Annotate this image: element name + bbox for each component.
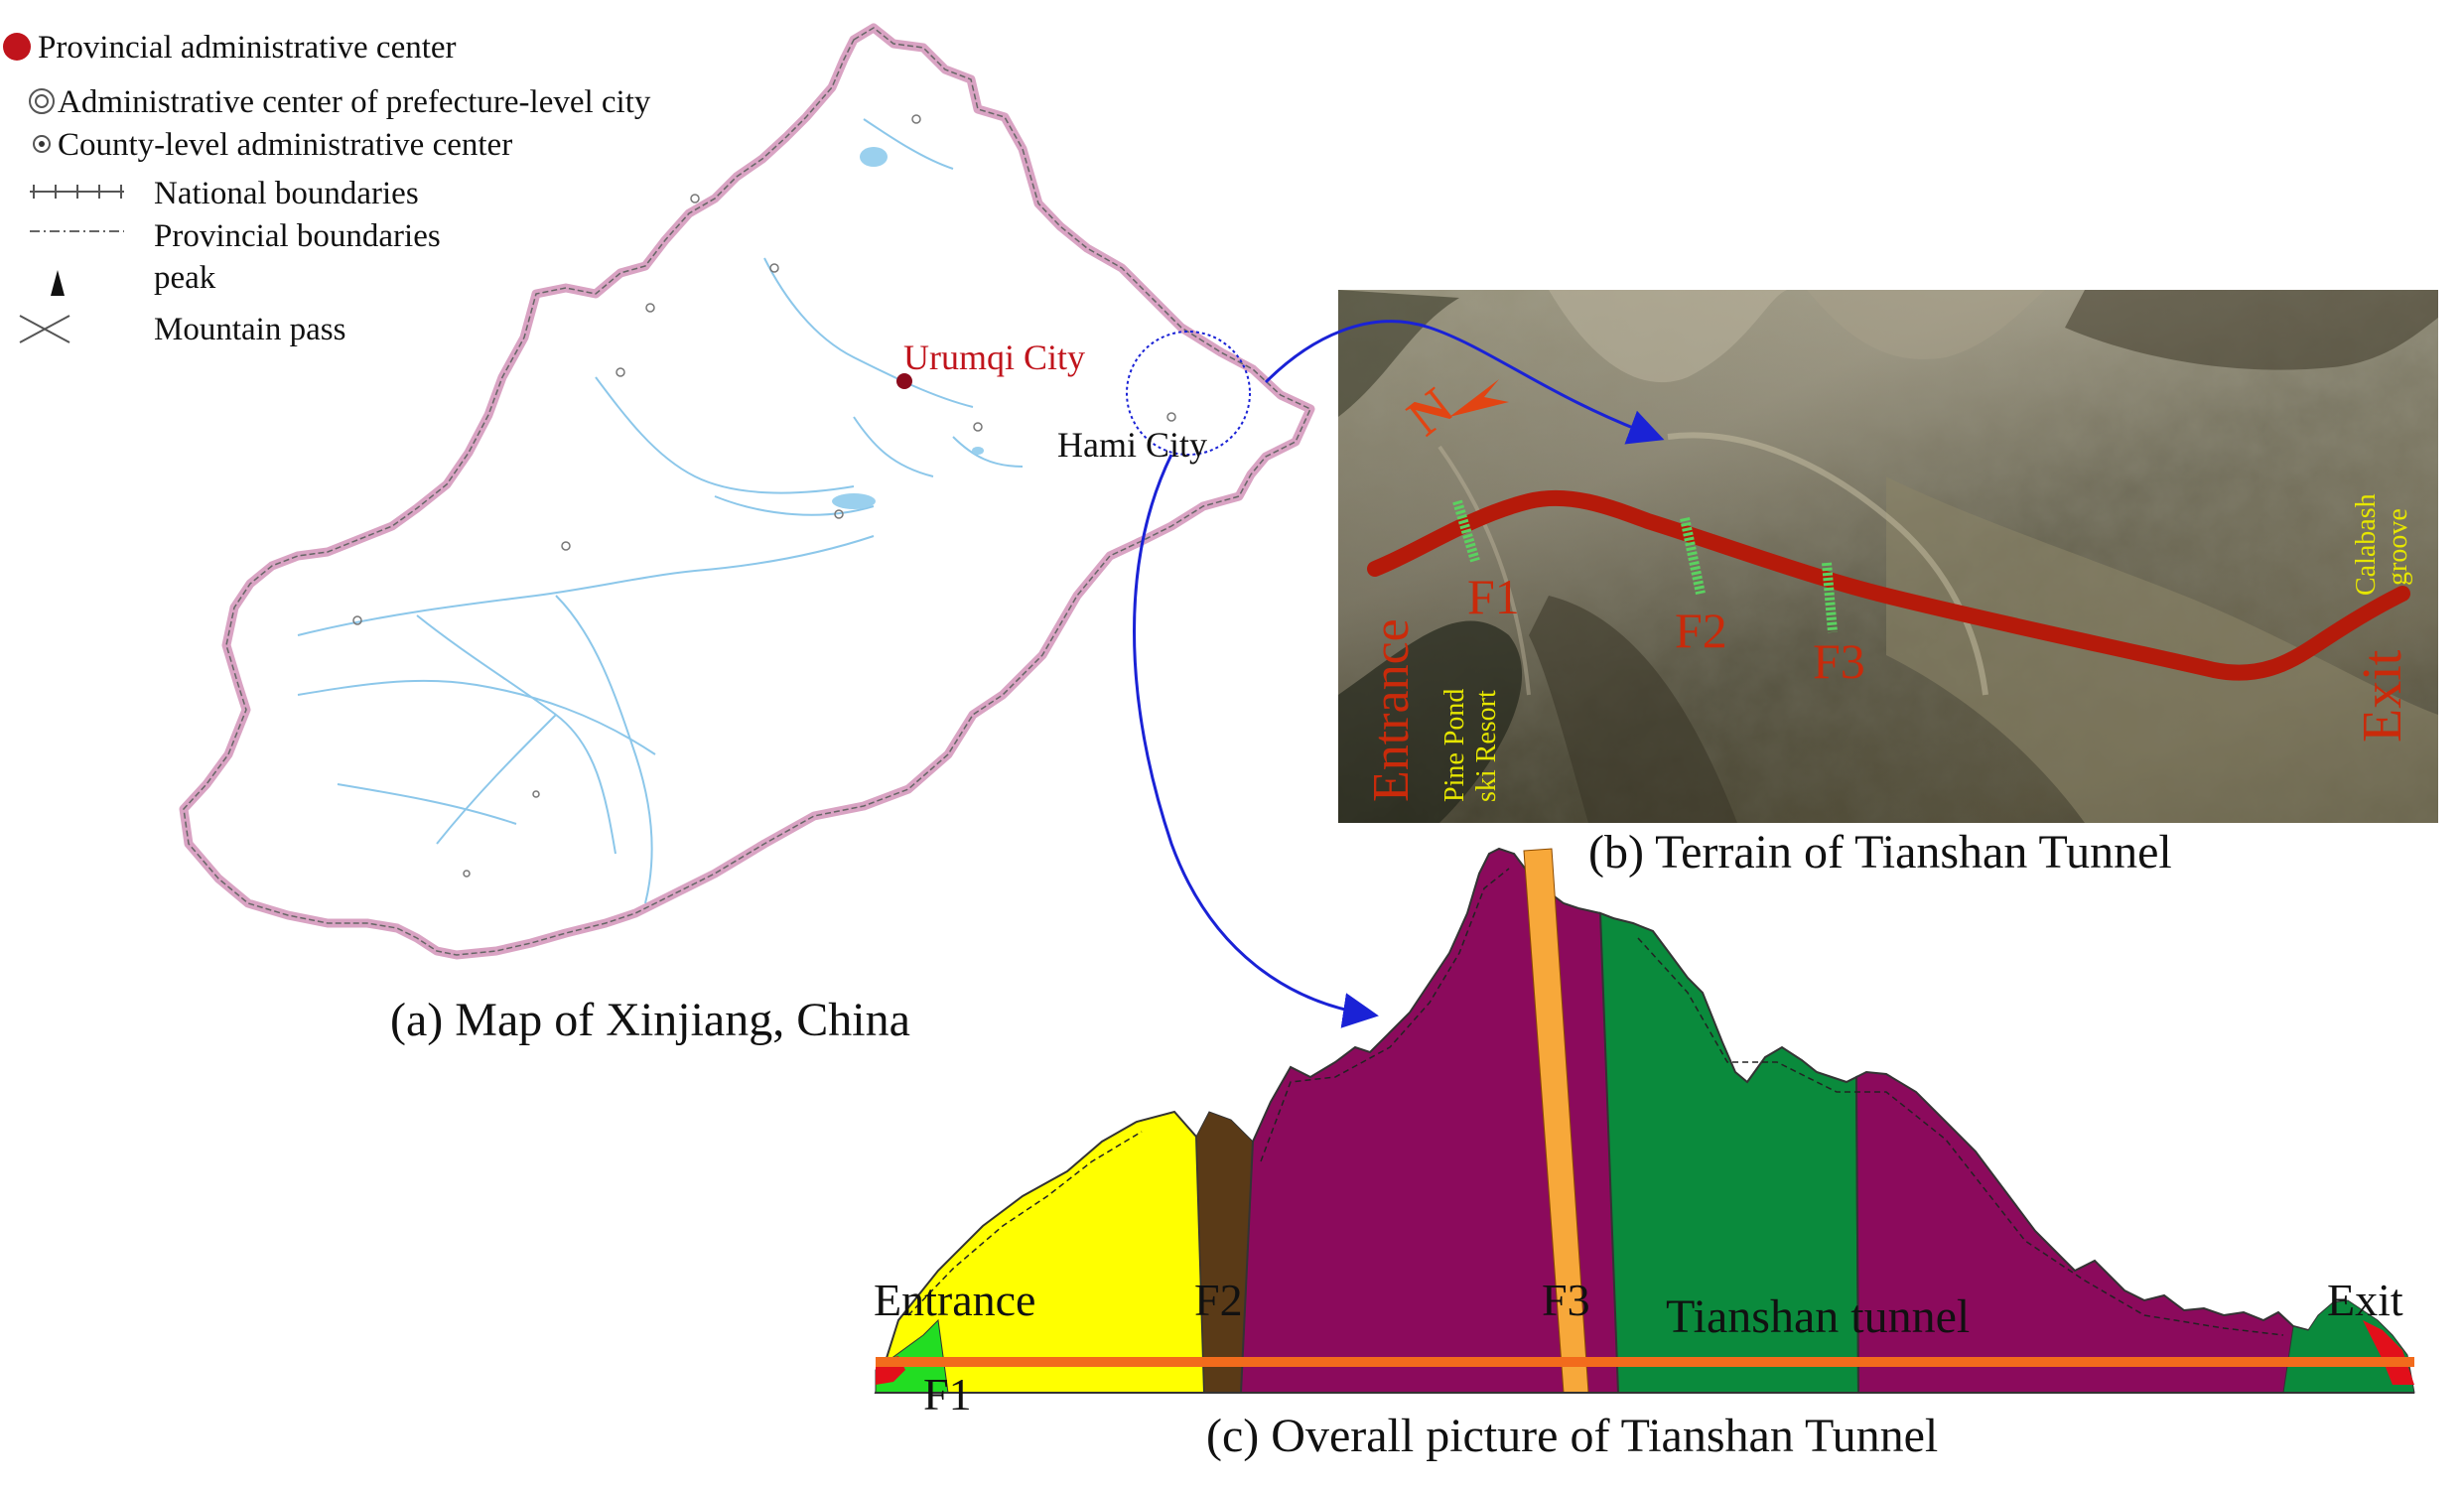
calabash-label-line2: groove [2383,508,2413,586]
panel-a-caption: (a) Map of Xinjiang, China [390,994,910,1046]
national-boundary-line-icon [30,185,124,199]
fault-f3-marker [1822,562,1838,633]
cross-icon [19,315,70,343]
urumqi-marker [896,373,912,389]
red-dot-icon [3,33,31,61]
legend-label-provincial-center: Provincial administrative center [38,30,457,66]
panel-c-profile: Entrance Exit F1 F2 F3 Tianshan tunnel (… [874,847,2415,1462]
profile-f1-label: F1 [923,1369,972,1420]
panel-c-caption: (c) Overall picture of Tianshan Tunnel [1206,1410,1938,1462]
connector-arrows [1133,320,1665,1028]
terrain-f3-label: F3 [1813,633,1865,689]
dot-circle-icon [33,135,51,153]
tunnel-route [1367,489,2410,681]
legend-label-county-center: County-level administrative center [58,127,512,163]
profile-f2-label: F2 [1194,1275,1243,1325]
legend-label-mountain-pass: Mountain pass [154,312,345,347]
profile-exit-label: Exit [2327,1275,2403,1325]
urumqi-label: Urumqi City [903,338,1085,377]
profile-tunnel-label: Tianshan tunnel [1666,1290,1970,1343]
profile-entrance-label: Entrance [874,1275,1035,1325]
profile-f3-label: F3 [1542,1275,1590,1325]
legend-label-peak: peak [154,260,216,296]
panel-b-terrain: N Entrance Exit F1 F2 F3 Pine Pond ski R… [1338,290,2438,879]
zone-red-right [2363,1320,2414,1385]
hami-highlight-circle [1126,331,1251,456]
pine-pond-label-line2: ski Resort [1471,690,1502,802]
terrain-entrance-label: Entrance [1363,618,1420,802]
fault-f1-marker [1452,499,1480,563]
legend: Provincial administrative center Adminis… [3,30,651,347]
panel-a-map: Urumqi City Hami City (a) Map of Xinjian… [179,23,1315,1046]
peak-triangle-icon [51,270,65,296]
terrain-f2-label: F2 [1675,603,1727,658]
lakes [832,147,984,509]
hami-label: Hami City [1057,425,1207,465]
rivers [297,118,1024,904]
zone-magenta-right [1854,1070,2320,1394]
zone-green-center [1598,911,1860,1394]
fault-markers [1452,499,1838,633]
profile-contour [907,868,2284,1336]
legend-label-provincial-boundaries: Provincial boundaries [154,218,441,254]
arrow-to-profile [1133,454,1379,1028]
terrain-f1-label: F1 [1467,569,1520,624]
double-circle-icon [29,88,55,114]
pine-pond-label-line1: Pine Pond [1439,689,1470,802]
fault-f2-marker [1680,516,1706,596]
county-center-markers [352,114,1176,878]
terrain-texture [1338,290,2438,823]
terrain-exit-label: Exit [2352,649,2413,743]
calabash-label-line1: Calabash [2351,493,2382,596]
arrow-to-terrain [1264,320,1665,445]
legend-label-national-boundaries: National boundaries [154,176,419,211]
panel-b-caption: (b) Terrain of Tianshan Tunnel [1588,826,2172,879]
legend-label-prefecture-center: Administrative center of prefecture-leve… [58,84,651,120]
